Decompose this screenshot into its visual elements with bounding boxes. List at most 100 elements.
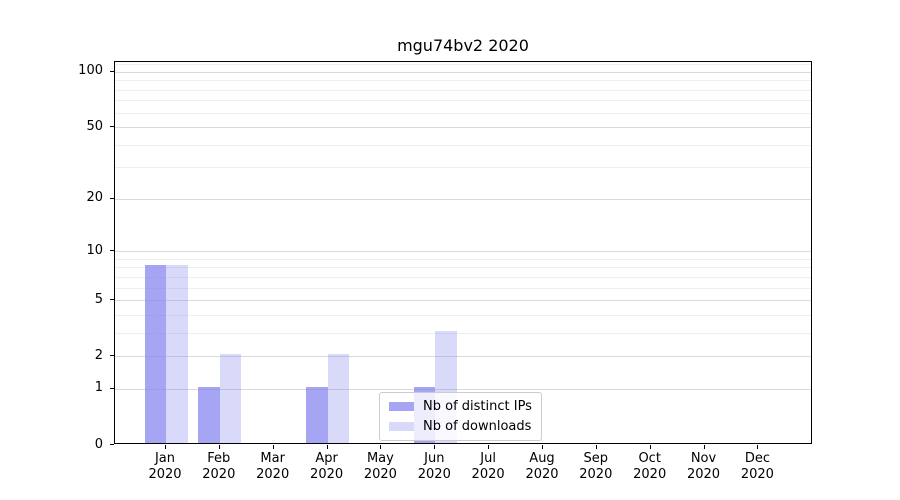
y-tick-mark bbox=[110, 387, 114, 389]
legend-label: Nb of downloads bbox=[423, 419, 532, 434]
x-tick-label: May 2020 bbox=[352, 451, 408, 483]
bar-distinct-ips bbox=[306, 386, 328, 443]
gridline-major bbox=[115, 71, 811, 73]
gridline-major bbox=[115, 300, 811, 302]
bar-downloads bbox=[219, 354, 242, 443]
x-tick-label: Feb 2020 bbox=[191, 451, 247, 483]
x-tick-year: 2020 bbox=[417, 467, 451, 482]
gridline-minor bbox=[115, 112, 811, 114]
chart-title: mgu74bv2 2020 bbox=[397, 36, 529, 55]
y-tick-mark bbox=[110, 250, 114, 252]
legend-entry: Nb of downloads bbox=[389, 418, 532, 435]
x-tick-mark bbox=[649, 445, 651, 449]
x-tick-mark bbox=[272, 445, 274, 449]
x-tick-mark bbox=[542, 445, 543, 449]
plot-area: Nb of distinct IPs Nb of downloads bbox=[114, 61, 812, 444]
x-tick-year: 2020 bbox=[256, 467, 290, 482]
x-tick-mark bbox=[488, 445, 490, 449]
legend-swatch bbox=[389, 422, 414, 431]
gridline-major bbox=[115, 198, 811, 200]
x-tick-label: Dec 2020 bbox=[729, 451, 785, 483]
x-tick-year: 2020 bbox=[740, 467, 774, 482]
y-tick-mark bbox=[110, 355, 114, 357]
y-tick-mark bbox=[110, 444, 114, 445]
x-tick-month: Feb bbox=[207, 451, 231, 466]
x-tick-month: Dec bbox=[744, 451, 770, 466]
y-tick-label: 1 bbox=[94, 380, 103, 396]
y-tick-mark bbox=[110, 70, 114, 72]
y-tick-label: 0 bbox=[94, 436, 103, 452]
gridline-minor bbox=[115, 267, 811, 269]
legend-entry: Nb of distinct IPs bbox=[389, 398, 532, 415]
x-tick-mark bbox=[218, 445, 220, 449]
gridline-major bbox=[115, 388, 811, 390]
x-tick-month: Jul bbox=[480, 451, 496, 466]
x-tick-month: Jan bbox=[154, 451, 176, 466]
x-tick-year: 2020 bbox=[310, 467, 344, 482]
x-tick-label: Aug 2020 bbox=[514, 451, 570, 483]
x-tick-month: Sep bbox=[583, 451, 609, 466]
x-tick-mark bbox=[326, 445, 328, 449]
y-tick-label: 50 bbox=[86, 118, 103, 134]
x-tick-mark bbox=[380, 445, 382, 449]
gridline-minor bbox=[115, 276, 811, 278]
gridline-major bbox=[115, 356, 811, 358]
x-tick-label: Jun 2020 bbox=[406, 451, 462, 483]
x-tick-mark bbox=[757, 445, 759, 449]
x-tick-month: Apr bbox=[315, 451, 338, 466]
bar-downloads bbox=[327, 354, 350, 443]
x-tick-mark bbox=[434, 445, 436, 449]
y-tick-label: 20 bbox=[86, 190, 103, 206]
x-tick-mark bbox=[165, 445, 166, 449]
gridline-minor bbox=[115, 332, 811, 334]
gridline-minor bbox=[115, 64, 811, 66]
y-tick-label: 2 bbox=[94, 347, 103, 363]
x-tick-year: 2020 bbox=[686, 467, 721, 482]
gridline-minor bbox=[115, 144, 811, 146]
gridline-major bbox=[115, 127, 811, 128]
x-tick-year: 2020 bbox=[471, 467, 505, 482]
x-tick-year: 2020 bbox=[579, 467, 613, 482]
gridline-minor bbox=[115, 100, 811, 102]
y-tick-mark bbox=[110, 197, 114, 199]
x-tick-month: Oct bbox=[638, 451, 661, 466]
x-tick-year: 2020 bbox=[148, 467, 182, 482]
x-tick-month: May bbox=[366, 451, 394, 466]
x-tick-year: 2020 bbox=[363, 467, 397, 482]
legend-swatch bbox=[389, 402, 414, 411]
x-tick-label: Apr 2020 bbox=[299, 451, 355, 483]
y-tick-mark bbox=[110, 126, 114, 127]
y-tick-mark bbox=[110, 299, 114, 301]
gridline-minor bbox=[115, 258, 811, 260]
x-tick-label: Nov 2020 bbox=[676, 451, 732, 483]
x-tick-label: Sep 2020 bbox=[568, 451, 624, 483]
gridline-minor bbox=[115, 89, 811, 91]
bar-distinct-ips bbox=[144, 265, 166, 443]
gridline-minor bbox=[115, 80, 811, 82]
x-tick-label: Mar 2020 bbox=[245, 451, 301, 483]
y-tick-label: 100 bbox=[78, 63, 103, 79]
x-tick-month: Mar bbox=[260, 451, 285, 466]
y-tick-label: 5 bbox=[94, 291, 103, 307]
x-tick-mark bbox=[595, 445, 597, 449]
x-tick-year: 2020 bbox=[202, 467, 236, 482]
x-tick-year: 2020 bbox=[633, 467, 667, 482]
y-tick-label: 10 bbox=[86, 242, 103, 258]
x-tick-month: Aug bbox=[529, 451, 555, 466]
x-tick-label: Jul 2020 bbox=[460, 451, 516, 483]
gridline-minor bbox=[115, 287, 811, 289]
bar-downloads bbox=[166, 265, 188, 443]
x-tick-label: Oct 2020 bbox=[622, 451, 678, 483]
legend-label: Nb of distinct IPs bbox=[423, 399, 532, 414]
x-tick-mark bbox=[703, 445, 705, 449]
x-tick-month: Jun bbox=[424, 451, 445, 466]
gridline-major bbox=[115, 251, 811, 253]
x-tick-month: Nov bbox=[690, 451, 717, 466]
x-tick-label: Jan 2020 bbox=[137, 451, 193, 483]
bar-distinct-ips bbox=[198, 386, 220, 443]
gridline-minor bbox=[115, 314, 811, 316]
gridline-minor bbox=[115, 167, 811, 169]
legend: Nb of distinct IPs Nb of downloads bbox=[379, 392, 542, 441]
x-tick-year: 2020 bbox=[525, 467, 559, 482]
